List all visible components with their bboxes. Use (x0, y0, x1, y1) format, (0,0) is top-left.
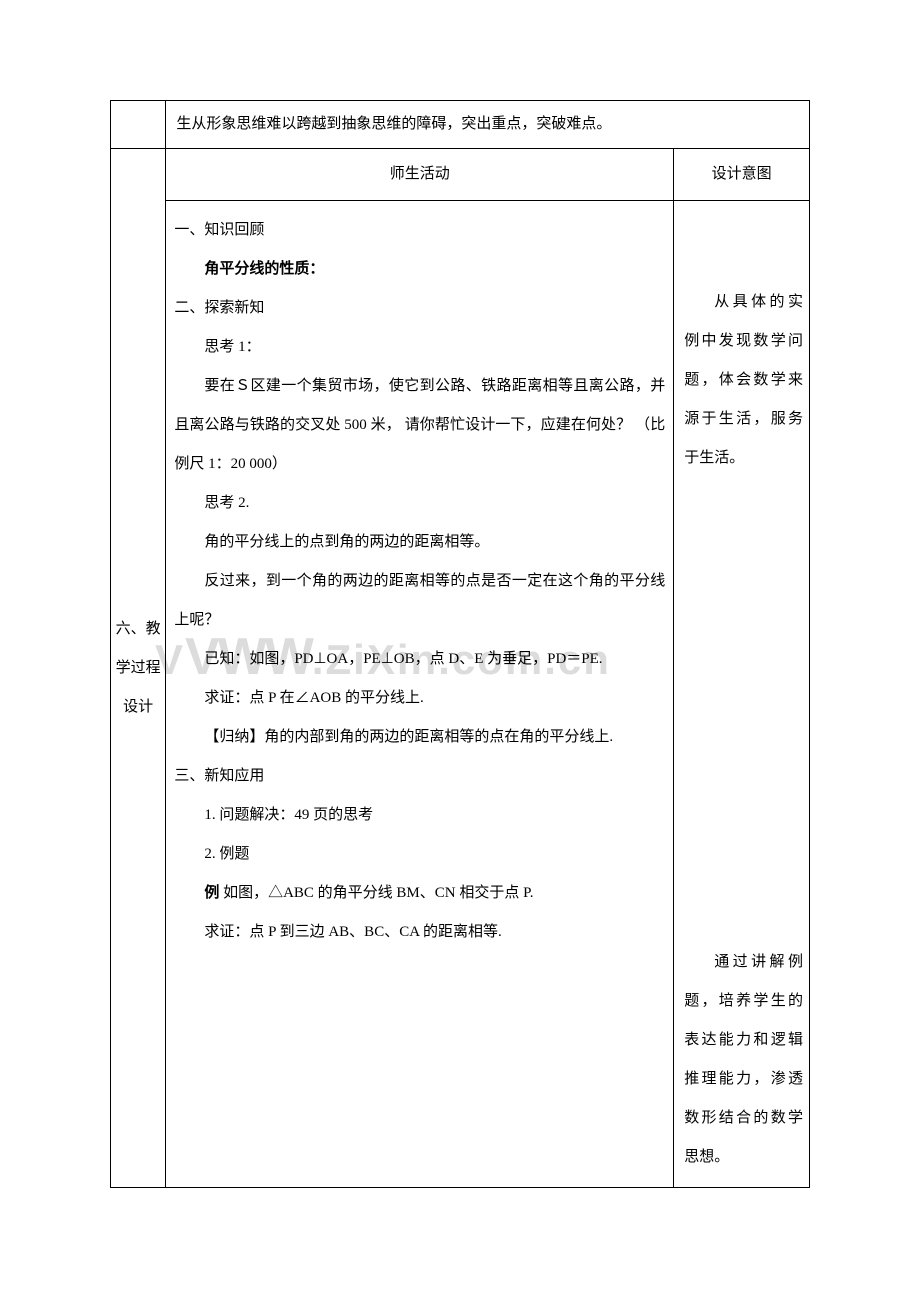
think2-line2: 反过来，到一个角的两边的距离相等的点是否一定在这个角的平分线上呢？ (174, 562, 665, 640)
activity-content-cell: 一、知识回顾 角平分线的性质： 二、探索新知 思考 1： 要在Ｓ区建一个集贸市场… (166, 201, 674, 1188)
intent-content-cell: 从具体的实例中发现数学问题，体会数学来源于生活，服务于生活。 通过讲解例题，培养… (674, 201, 810, 1188)
example-body: 如图，△ABC 的角平分线 BM、CN 相交于点 P. (219, 885, 533, 901)
row1-empty-cell (111, 101, 166, 149)
sidebar-label: 六、教学过程设计 (111, 610, 165, 727)
header-activity: 师生活动 (166, 149, 674, 201)
row1-text-cell: 生从形象思维难以跨越到抽象思维的障碍，突出重点，突破难点。 (166, 101, 810, 149)
think2-line1: 角的平分线上的点到角的两边的距离相等。 (174, 523, 665, 562)
think2-label: 思考 2. (174, 484, 665, 523)
example-prove: 求证：点 P 到三边 AB、BC、CA 的距离相等. (174, 913, 665, 952)
section3-title: 三、新知应用 (174, 757, 665, 796)
intent-block1: 从具体的实例中发现数学问题，体会数学来源于生活，服务于生活。 (684, 283, 803, 478)
continuation-text: 生从形象思维难以跨越到抽象思维的障碍，突出重点，突破难点。 (176, 116, 611, 132)
example-label: 例 (204, 885, 219, 901)
prove-line: 求证：点 P 在∠AOB 的平分线上. (174, 679, 665, 718)
think1-body: 要在Ｓ区建一个集贸市场，使它到公路、铁路距离相等且离公路，并且离公路与铁路的交叉… (174, 367, 665, 484)
header-intent-text: 设计意图 (712, 166, 772, 182)
section3-item1: 1. 问题解决：49 页的思考 (174, 796, 665, 835)
summary-line: 【归纳】角的内部到角的两边的距离相等的点在角的平分线上. (174, 718, 665, 757)
section1-title: 一、知识回顾 (174, 211, 665, 250)
section3-item2: 2. 例题 (174, 835, 665, 874)
section1-line1: 角平分线的性质： (174, 250, 665, 289)
sidebar-label-cell: 六、教学过程设计 (111, 149, 166, 1188)
lesson-plan-table: 生从形象思维难以跨越到抽象思维的障碍，突出重点，突破难点。 六、教学过程设计 师… (110, 100, 810, 1188)
section2-title: 二、探索新知 (174, 289, 665, 328)
header-intent: 设计意图 (674, 149, 810, 201)
known-line: 已知：如图，PD⊥OA，PE⊥OB，点 D、E 为垂足，PD＝PE. (174, 640, 665, 679)
think1-label: 思考 1： (174, 328, 665, 367)
header-activity-text: 师生活动 (390, 166, 450, 182)
example-line: 例 如图，△ABC 的角平分线 BM、CN 相交于点 P. (174, 874, 665, 913)
intent-block2: 通过讲解例题，培养学生的表达能力和逻辑推理能力，渗透数形结合的数学思想。 (684, 943, 803, 1177)
